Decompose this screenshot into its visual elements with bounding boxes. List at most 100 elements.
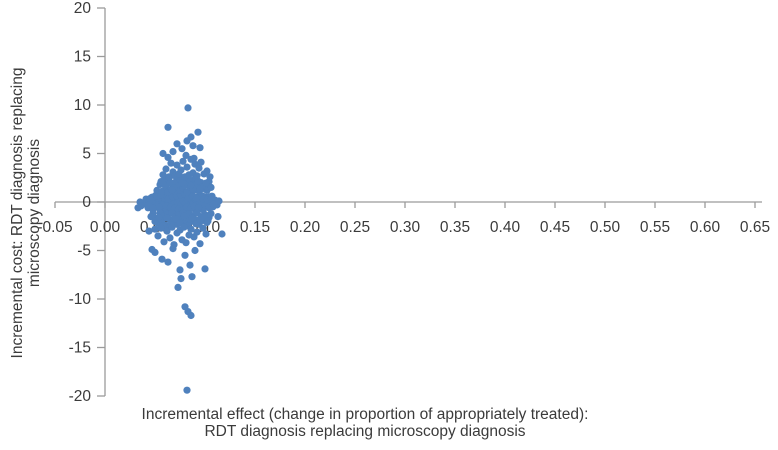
scatter-point bbox=[207, 183, 215, 191]
x-tick-label: 0.45 bbox=[540, 219, 570, 236]
scatter-point bbox=[207, 195, 216, 203]
scatter-point bbox=[158, 255, 166, 263]
x-axis-title-line1: Incremental effect (change in proportion… bbox=[141, 406, 589, 423]
scatter-point bbox=[155, 203, 163, 211]
scatter-point bbox=[157, 224, 165, 232]
scatter-point bbox=[218, 230, 226, 238]
x-tick-label: 0.65 bbox=[740, 219, 770, 236]
scatter-point bbox=[166, 234, 174, 242]
scatter-point bbox=[169, 245, 177, 253]
x-tick-label: 0.25 bbox=[340, 219, 370, 236]
y-tick-label: -10 bbox=[69, 291, 92, 308]
scatter-point bbox=[157, 178, 165, 186]
scatter-point bbox=[151, 225, 159, 233]
scatter-point bbox=[181, 251, 189, 259]
scatter-point bbox=[187, 181, 195, 190]
scatter-point bbox=[193, 228, 201, 236]
scatter-point bbox=[183, 386, 191, 394]
scatter-point bbox=[178, 145, 186, 153]
scatter-point bbox=[179, 157, 187, 165]
y-tick-label: 15 bbox=[74, 49, 91, 66]
scatter-point bbox=[202, 179, 210, 187]
scatter-point bbox=[202, 230, 210, 238]
scatter-point bbox=[164, 153, 172, 161]
scatter-point bbox=[187, 225, 195, 233]
x-tick-label: 0.60 bbox=[690, 219, 721, 236]
scatter-point bbox=[188, 214, 196, 222]
x-tick-label: 0.50 bbox=[590, 219, 621, 236]
scatter-point bbox=[165, 173, 173, 181]
scatter-point bbox=[215, 197, 223, 205]
scatter-point bbox=[180, 212, 188, 220]
scatter-point bbox=[160, 238, 168, 246]
scatter-point bbox=[193, 172, 201, 180]
scatter-point bbox=[173, 140, 181, 148]
x-tick-label: 0.40 bbox=[490, 219, 521, 236]
scatter-point bbox=[166, 179, 174, 187]
y-tick-label: 0 bbox=[82, 194, 91, 211]
y-tick-label: -5 bbox=[77, 243, 91, 260]
scatter-point bbox=[168, 186, 176, 194]
scatter-point bbox=[164, 123, 172, 131]
x-tick-label: 0.35 bbox=[440, 219, 470, 236]
scatter-point bbox=[173, 161, 181, 169]
scatter-point bbox=[149, 204, 157, 212]
scatter-point bbox=[168, 223, 176, 231]
scatter-point bbox=[182, 239, 190, 247]
y-axis-title-line1: Incremental cost: RDT diagnosis replacin… bbox=[9, 67, 26, 359]
x-tick-label: 0.00 bbox=[90, 219, 121, 236]
scatter-point bbox=[177, 275, 185, 283]
scatter-point bbox=[199, 224, 207, 232]
scatter-point bbox=[191, 246, 199, 255]
scatter-point bbox=[189, 142, 197, 150]
scatter-point bbox=[164, 258, 172, 266]
scatter-point bbox=[177, 166, 185, 174]
scatter-point bbox=[184, 104, 192, 112]
scatter-point bbox=[134, 204, 142, 212]
scatter-point bbox=[207, 210, 215, 218]
x-axis-title: Incremental effect (change in proportion… bbox=[65, 406, 665, 440]
scatter-point bbox=[203, 167, 211, 175]
scatter-point bbox=[206, 173, 214, 181]
x-tick-label: 0.30 bbox=[390, 219, 421, 236]
scatter-point bbox=[186, 261, 194, 269]
scatter-point bbox=[159, 149, 167, 158]
scatter-point bbox=[159, 171, 167, 179]
scatter-point bbox=[196, 240, 204, 248]
scatter-point bbox=[188, 273, 196, 281]
scatter-point bbox=[197, 158, 205, 166]
scatter-point bbox=[180, 223, 188, 231]
scatter-point bbox=[201, 265, 209, 273]
scatter-point bbox=[147, 213, 155, 221]
x-tick-label: -0.05 bbox=[37, 219, 72, 236]
scatter-point bbox=[187, 311, 195, 320]
scatter-point bbox=[196, 185, 204, 193]
scatter-point bbox=[192, 194, 201, 202]
scatter-point bbox=[154, 232, 162, 240]
scatter-point bbox=[146, 196, 155, 204]
y-tick-label: -20 bbox=[69, 388, 92, 405]
scatter-point bbox=[214, 213, 222, 221]
scatter-point bbox=[195, 164, 203, 172]
scatter-point bbox=[194, 128, 202, 136]
scatter-point bbox=[169, 148, 177, 156]
scatter-point bbox=[145, 227, 153, 235]
y-axis-title-line2: microscopy diagnosis bbox=[26, 138, 43, 288]
x-axis-title-line2: RDT diagnosis replacing microscopy diagn… bbox=[204, 423, 526, 440]
scatter-point bbox=[174, 283, 182, 291]
scatter-point bbox=[167, 159, 175, 167]
scatter-point bbox=[183, 163, 191, 171]
scatter-point bbox=[163, 227, 171, 235]
scatter-point bbox=[148, 245, 156, 254]
scatter-point bbox=[162, 165, 170, 173]
scatter-point bbox=[196, 144, 204, 152]
y-tick-label: 5 bbox=[82, 146, 91, 163]
scatter-point bbox=[190, 154, 198, 162]
x-tick-label: 0.55 bbox=[640, 219, 670, 236]
scatter-point bbox=[182, 151, 190, 159]
y-axis-title: Incremental cost: RDT diagnosis replacin… bbox=[9, 0, 43, 428]
scatter-point bbox=[163, 214, 171, 222]
scatter-point bbox=[155, 213, 163, 222]
